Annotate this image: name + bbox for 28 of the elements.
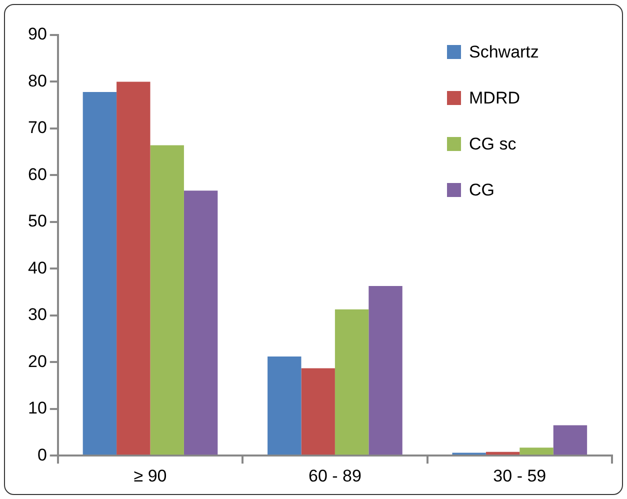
x-tick-label: 60 - 89 (308, 466, 362, 486)
bar (150, 145, 184, 455)
bar (116, 82, 150, 455)
y-tick-label: 90 (28, 24, 47, 44)
bar (334, 309, 369, 455)
x-tick-label: 30 - 59 (493, 466, 546, 486)
y-tick-label: 50 (28, 212, 47, 231)
legend-label: MDRD (469, 88, 520, 108)
y-tick-label: 30 (28, 305, 47, 324)
y-tick-label: 70 (28, 118, 47, 138)
legend-label: Schwartz (469, 42, 539, 62)
y-tick-label: 10 (28, 398, 47, 418)
y-tick-label: 0 (37, 445, 47, 464)
bar (268, 356, 302, 455)
y-tick-label: 80 (28, 71, 47, 90)
bar (520, 448, 554, 455)
bar (486, 452, 520, 455)
bar (82, 92, 117, 455)
x-tick-label: ≥ 90 (134, 466, 167, 486)
legend-label: CG (469, 180, 494, 200)
bar (184, 190, 218, 455)
legend-label: CG sc (469, 134, 517, 154)
bar (368, 286, 402, 455)
y-tick-label: 40 (28, 258, 47, 278)
bar (301, 368, 335, 455)
bar (553, 425, 588, 455)
y-tick-label: 60 (28, 164, 47, 184)
y-tick-label: 20 (28, 352, 47, 371)
